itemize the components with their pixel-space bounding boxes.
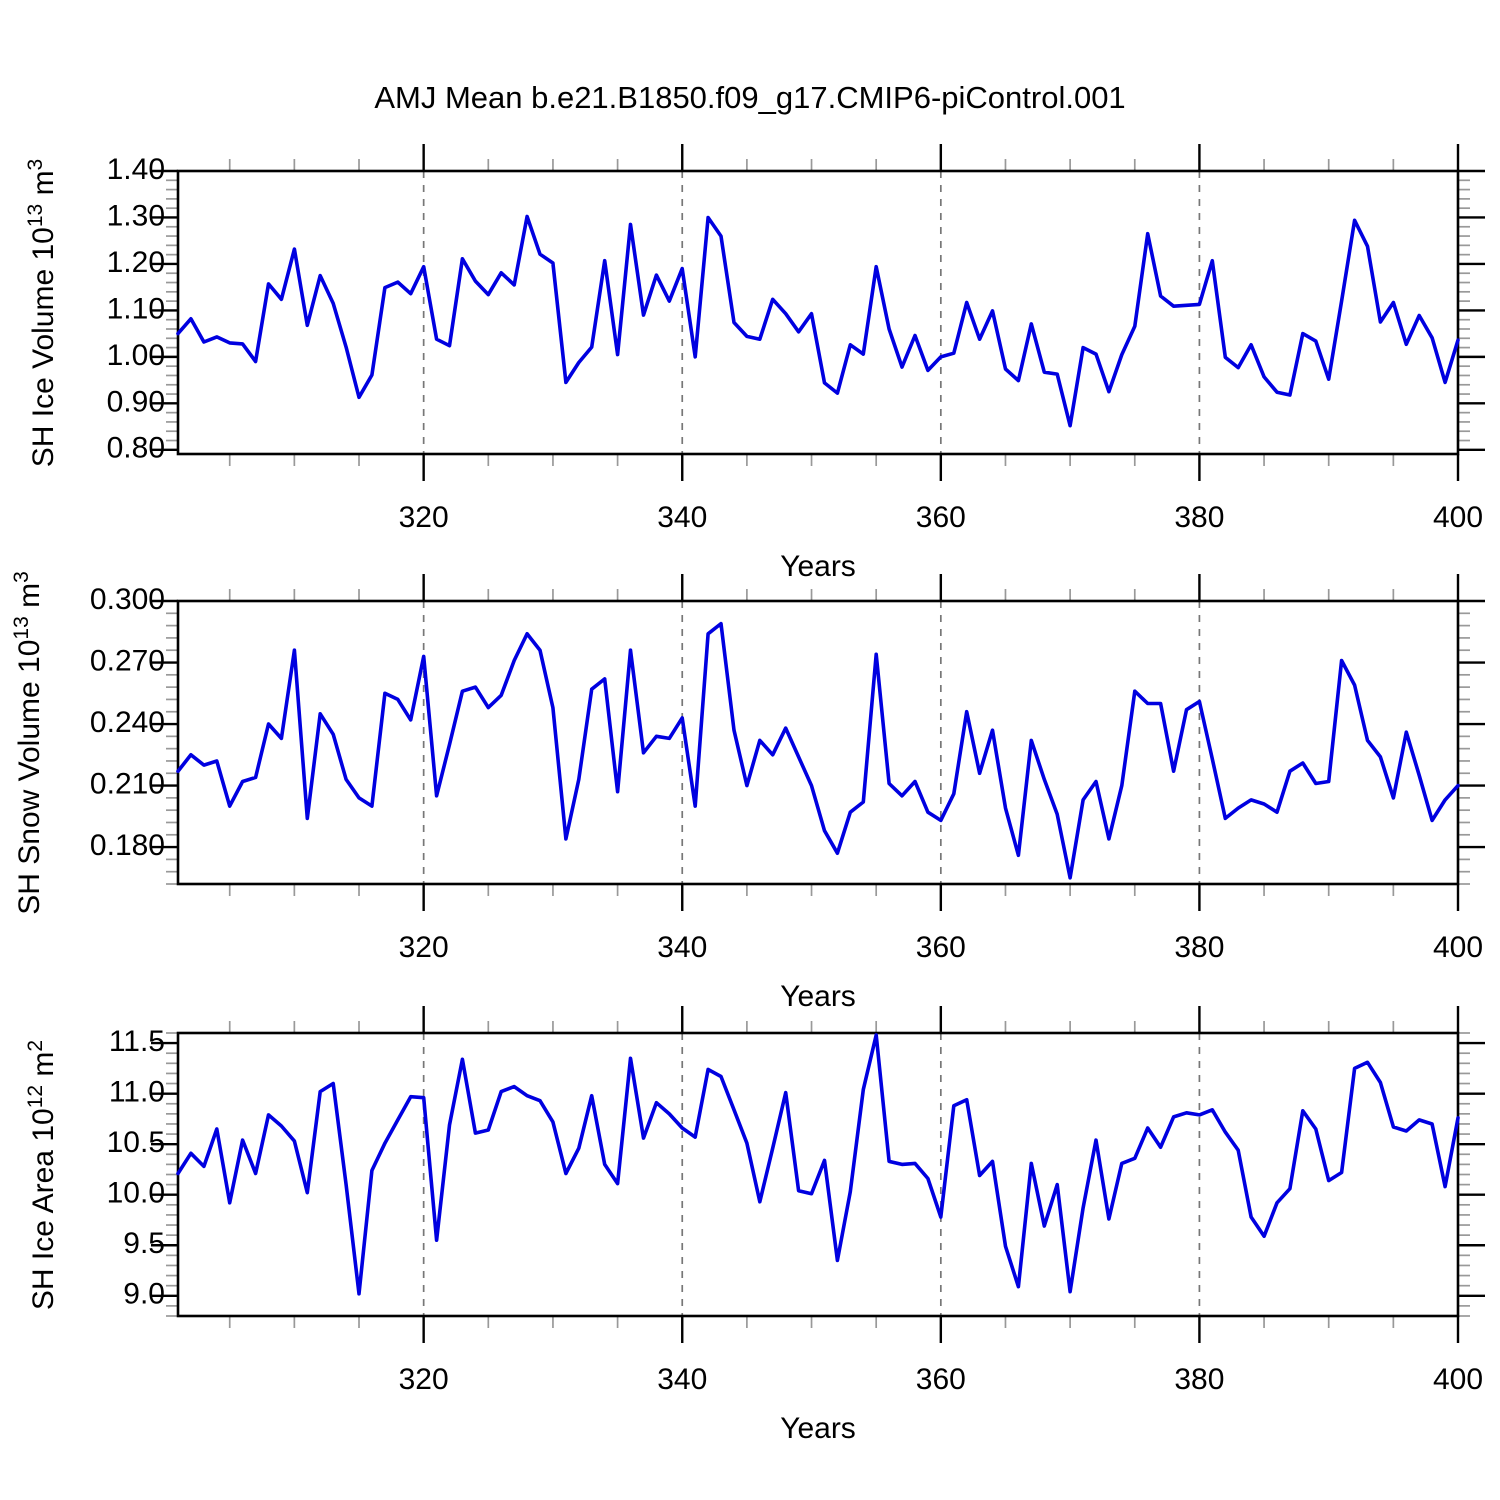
y-axis-title-sup: 13 <box>24 203 47 228</box>
x-tick-label: 340 <box>657 501 707 534</box>
y-tick-label: 0.80 <box>107 432 165 465</box>
y-axis-title-sup: 3 <box>24 158 47 171</box>
y-tick-label: 9.5 <box>123 1227 165 1260</box>
series-line-sh-ice-area <box>176 1033 1460 1296</box>
y-axis-title-text: SH Ice Volume 10 <box>27 227 60 468</box>
y-tick-label: 0.240 <box>90 706 165 739</box>
x-axis-title-panel1: Years <box>780 550 856 583</box>
panel-sh-ice-area: 320 340 360 380 400 9.0 9.5 10.0 10.5 11.0 11.5 <box>107 1006 1485 1396</box>
x-tick-label: 400 <box>1433 1363 1483 1396</box>
y-tick-label: 1.20 <box>107 246 165 279</box>
y-axis-title-snow-volume: SH Snow Volume 1013 m3 <box>10 493 48 993</box>
x-tick-label: 360 <box>916 1363 966 1396</box>
panel-sh-ice-volume: 320 340 360 380 400 0.80 0.90 1.00 1.10 1.20 1.30 1… <box>107 144 1485 534</box>
y-axis-title-sup: 13 <box>10 616 33 640</box>
y-axis-title-text: m <box>13 582 46 617</box>
y-tick-label: 0.270 <box>90 644 165 677</box>
y-tick-label: 11.0 <box>109 1076 165 1109</box>
y-tick-label: 0.210 <box>90 767 165 800</box>
series-line-sh-ice-volume <box>176 214 1460 428</box>
x-tick-label: 320 <box>399 1363 449 1396</box>
x-axis-title-panel3: Years <box>780 1412 856 1445</box>
x-tick-label: 320 <box>399 501 449 534</box>
x-tick-label: 340 <box>657 1363 707 1396</box>
series-line-sh-snow-volume <box>176 621 1460 880</box>
figure-title: AMJ Mean b.e21.B1850.f09_g17.CMIP6-piCon… <box>374 80 1126 115</box>
y-axis-title-text: m <box>27 170 60 204</box>
y-tick-label: 11.5 <box>109 1025 165 1058</box>
x-tick-label: 360 <box>916 931 966 964</box>
x-tick-label: 400 <box>1433 501 1483 534</box>
y-axis-title-text: SH Snow Volume 10 <box>13 639 46 915</box>
y-tick-label: 1.40 <box>107 153 165 186</box>
y-tick-label: 0.180 <box>90 829 165 862</box>
x-tick-label: 320 <box>399 931 449 964</box>
y-axis-title-ice-volume: SH Ice Volume 1013 m3 <box>24 63 62 563</box>
y-tick-label: 9.0 <box>123 1278 165 1311</box>
x-tick-label: 340 <box>657 931 707 964</box>
x-tick-label: 400 <box>1433 931 1483 964</box>
y-tick-label: 10.5 <box>107 1126 165 1159</box>
y-axis-title-sup: 3 <box>10 571 33 583</box>
x-axis-title-panel2: Years <box>780 980 856 1013</box>
y-tick-label: 1.30 <box>107 199 165 232</box>
y-tick-label: 1.00 <box>107 339 165 372</box>
y-tick-label: 1.10 <box>107 292 165 325</box>
y-tick-label: 0.300 <box>90 583 165 616</box>
y-axis-title-sup: 12 <box>24 1084 47 1109</box>
x-tick-label: 380 <box>1174 931 1224 964</box>
y-tick-label: 0.90 <box>107 385 165 418</box>
x-tick-label: 380 <box>1174 501 1224 534</box>
y-axis-title-ice-area: SH Ice Area 1012 m2 <box>24 925 62 1425</box>
y-axis-title-text: SH Ice Area 10 <box>27 1108 60 1311</box>
x-tick-label: 380 <box>1174 1363 1224 1396</box>
x-tick-label: 360 <box>916 501 966 534</box>
y-axis-title-sup: 2 <box>24 1039 47 1052</box>
plot-frame <box>176 169 1460 456</box>
y-axis-title-text: m <box>27 1051 60 1085</box>
panel-sh-snow-volume: 320 340 360 380 400 0.180 0.210 0.240 0.270 0.300 <box>90 574 1485 964</box>
y-tick-label: 10.0 <box>107 1177 165 1210</box>
plot-frame <box>176 599 1460 886</box>
